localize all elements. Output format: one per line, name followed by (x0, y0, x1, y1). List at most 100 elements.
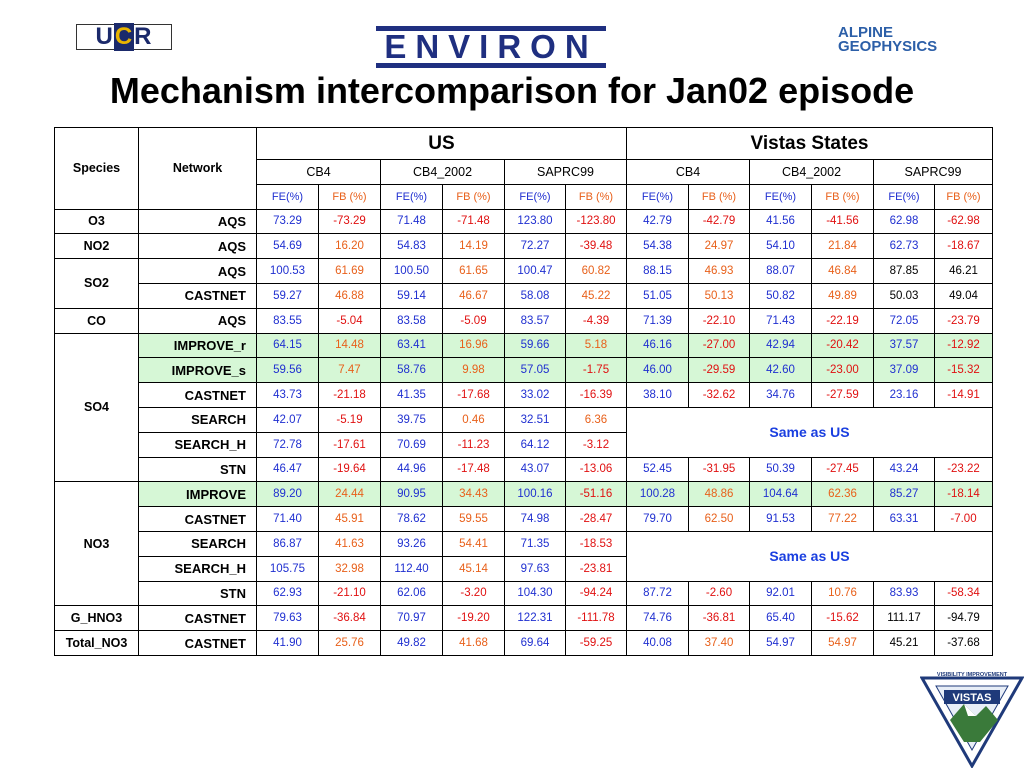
value-cell: -23.00 (811, 357, 874, 384)
value-cell: 49.04 (934, 282, 993, 309)
value-cell: 122.31 (504, 605, 566, 632)
value-cell: 43.24 (873, 456, 935, 483)
value-cell: 50.82 (749, 282, 812, 309)
value-cell: 46.93 (688, 258, 750, 284)
vistas-logo-text: VISTAS (953, 692, 992, 704)
value-cell: 92.01 (749, 580, 812, 607)
value-cell: -23.22 (934, 456, 993, 483)
metric-fe: FE(%) (256, 183, 319, 210)
network-cell: SEARCH (138, 530, 257, 557)
table-row: SEARCH_H 105.75 32.98 112.40 45.14 97.63 -23.8… (55, 555, 993, 582)
mech-header: SAPRC99 (873, 159, 993, 185)
value-cell: 90.95 (380, 481, 443, 508)
value-cell: 100.16 (504, 481, 566, 508)
value-cell: -5.09 (442, 307, 505, 334)
network-cell: IMPROVE (138, 481, 257, 508)
value-cell: -17.68 (442, 382, 505, 408)
value-cell: 32.98 (318, 555, 381, 582)
value-cell: 72.27 (504, 233, 566, 260)
network-cell: STN (138, 580, 257, 607)
network-cell: CASTNET (138, 605, 257, 632)
metric-fe: FE(%) (380, 183, 443, 210)
value-cell: 7.47 (318, 357, 381, 384)
value-cell: 45.91 (318, 506, 381, 532)
value-cell: 10.76 (811, 580, 874, 607)
value-cell: 111.17 (873, 605, 935, 632)
metric-fb: FB (%) (688, 183, 750, 210)
value-cell: 41.35 (380, 382, 443, 408)
value-cell: -1.75 (565, 357, 627, 384)
value-cell: 54.41 (442, 530, 505, 557)
value-cell: 71.35 (504, 530, 566, 557)
value-cell: 79.70 (626, 506, 689, 532)
value-cell: -73.29 (318, 208, 381, 235)
alpine-geophysics-logo: ALPINE GEOPHYSICS (838, 24, 938, 55)
table-row: O3 AQS 73.29 -73.29 71.48 -71.48 123.80 -123.80… (54, 208, 993, 235)
value-cell: 86.87 (256, 530, 319, 557)
value-cell: 32.51 (504, 406, 566, 433)
network-cell: IMPROVE_r (138, 332, 257, 359)
table-row: SO4 IMPROVE_r 64.15 14.48 63.41 16.96 59.66 5.1… (54, 332, 993, 483)
value-cell: 21.84 (811, 233, 874, 260)
value-cell: 46.00 (626, 357, 689, 384)
value-cell: -4.39 (565, 307, 627, 334)
value-cell: -41.56 (811, 208, 874, 235)
value-cell: 105.75 (256, 555, 319, 582)
network-cell: AQS (138, 233, 257, 260)
value-cell: 45.22 (565, 282, 627, 309)
value-cell: -16.39 (565, 382, 627, 408)
value-cell: 5.18 (565, 332, 627, 359)
value-cell: 37.40 (688, 630, 750, 656)
value-cell: 97.63 (504, 555, 566, 582)
value-cell: 69.64 (504, 630, 566, 656)
value-cell: 24.44 (318, 481, 381, 508)
value-cell: 43.73 (256, 382, 319, 408)
value-cell: 63.31 (873, 506, 935, 532)
value-cell: 41.63 (318, 530, 381, 557)
value-cell: -18.53 (565, 530, 627, 557)
network-cell: CASTNET (138, 506, 257, 532)
value-cell: -11.23 (442, 431, 505, 458)
value-cell: 74.98 (504, 506, 566, 532)
mech-header: CB4_2002 (380, 159, 505, 185)
network-cell: SEARCH_H (138, 431, 257, 458)
value-cell: -27.59 (811, 382, 874, 408)
value-cell: -13.06 (565, 456, 627, 483)
value-cell: -36.84 (318, 605, 381, 632)
value-cell: 61.65 (442, 258, 505, 284)
value-cell: 43.07 (504, 456, 566, 483)
value-cell: 44.96 (380, 456, 443, 483)
group-header-us: US (256, 127, 627, 160)
value-cell: 59.66 (504, 332, 566, 359)
value-cell: 54.38 (626, 233, 689, 260)
mech-header: CB4_2002 (749, 159, 874, 185)
value-cell: 87.72 (626, 580, 689, 607)
table-row: CASTNET 43.73 -21.18 41.35 -17.68 33.02 -16.39… (55, 382, 993, 408)
species-cell: NO3 (54, 481, 139, 607)
value-cell: 45.21 (873, 630, 935, 656)
species-cell: CO (54, 307, 139, 334)
value-cell: 100.47 (504, 258, 566, 284)
value-cell: -32.62 (688, 382, 750, 408)
value-cell: 42.07 (256, 406, 319, 433)
value-cell: 71.43 (749, 307, 812, 334)
value-cell: 100.28 (626, 481, 689, 508)
value-cell: 100.50 (380, 258, 443, 284)
value-cell: 42.94 (749, 332, 812, 359)
value-cell: 65.40 (749, 605, 812, 632)
value-cell: 6.36 (565, 406, 627, 433)
value-cell: -19.20 (442, 605, 505, 632)
value-cell: 39.75 (380, 406, 443, 433)
value-cell: 73.29 (256, 208, 319, 235)
value-cell: -36.81 (688, 605, 750, 632)
value-cell: 93.26 (380, 530, 443, 557)
value-cell: -58.34 (934, 580, 993, 607)
value-cell: 25.76 (318, 630, 381, 656)
metric-fb: FB (%) (934, 183, 993, 210)
value-cell: 91.53 (749, 506, 812, 532)
value-cell: 23.16 (873, 382, 935, 408)
value-cell: -3.20 (442, 580, 505, 607)
value-cell: 83.93 (873, 580, 935, 607)
value-cell: 38.10 (626, 382, 689, 408)
value-cell: -5.04 (318, 307, 381, 334)
